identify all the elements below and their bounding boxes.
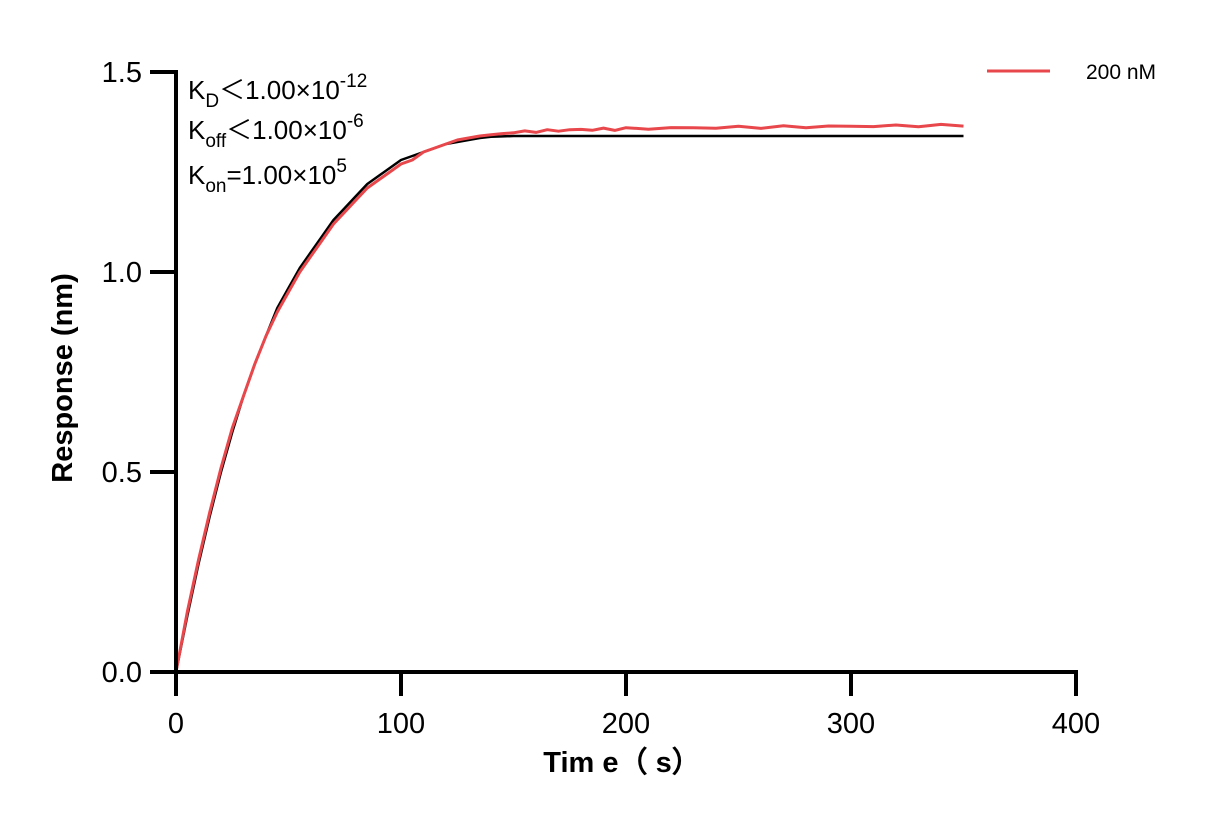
series-line-200nm	[174, 122, 964, 673]
kinetics-annotation-on: Kon=1.00×105	[188, 156, 347, 197]
legend-label-200nm: 200 nM	[1086, 61, 1156, 84]
x-axis-ticks: 0 100 200 300 400	[168, 672, 1100, 740]
y-axis-ticks: 0.0 0.5 1.0 1.5	[102, 57, 176, 689]
x-axis-title: Tim e（ s）	[543, 746, 700, 779]
x-tick-label: 100	[377, 708, 425, 740]
plot-area	[174, 122, 964, 673]
fit-curve-line	[174, 134, 964, 673]
x-tick-label: 300	[827, 708, 875, 740]
kinetics-annotation-D: KD＜1.00×10-12	[188, 71, 367, 112]
x-tick-label: 400	[1052, 708, 1100, 740]
y-tick-label: 1.5	[102, 57, 142, 89]
y-tick-label: 0.5	[102, 457, 142, 489]
legend: 200 nM	[987, 61, 1156, 84]
y-tick-label: 0.0	[102, 657, 142, 689]
kinetics-annotation-off: Koff＜1.00×10-6	[188, 111, 364, 152]
x-tick-label: 200	[602, 708, 650, 740]
y-axis-title: Response (nm)	[47, 273, 79, 482]
y-tick-label: 1.0	[102, 257, 142, 289]
x-tick-label: 0	[168, 708, 184, 740]
